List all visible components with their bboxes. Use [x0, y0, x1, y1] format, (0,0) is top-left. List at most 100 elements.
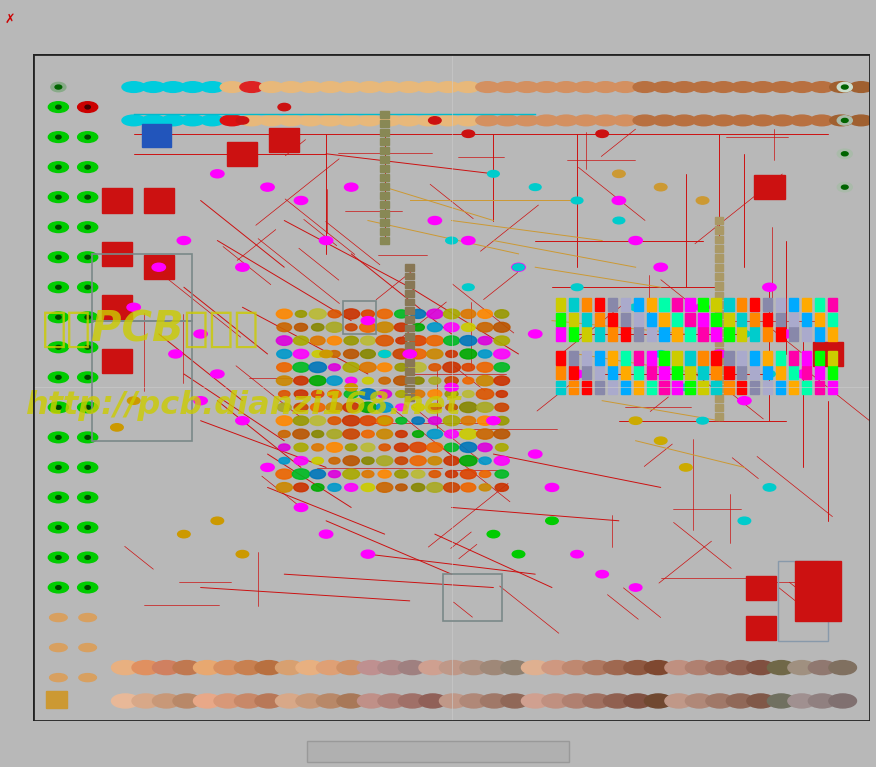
Ellipse shape [56, 135, 61, 139]
Bar [715, 311, 724, 318]
Ellipse shape [378, 363, 392, 371]
Bar [343, 301, 377, 334]
Ellipse shape [201, 115, 224, 126]
Ellipse shape [396, 404, 407, 410]
Ellipse shape [56, 466, 61, 469]
Ellipse shape [360, 350, 376, 358]
Ellipse shape [279, 444, 290, 451]
Ellipse shape [546, 517, 558, 525]
Bar [738, 313, 746, 326]
Bar [715, 301, 724, 308]
Ellipse shape [604, 694, 631, 708]
Ellipse shape [378, 470, 392, 478]
Ellipse shape [493, 322, 510, 332]
Ellipse shape [111, 660, 139, 675]
Ellipse shape [419, 660, 447, 675]
Ellipse shape [477, 416, 492, 426]
Bar [802, 313, 811, 326]
Bar [828, 380, 837, 394]
Bar [750, 351, 759, 364]
Ellipse shape [535, 82, 558, 92]
Bar [715, 282, 724, 290]
Bar [620, 313, 630, 326]
Ellipse shape [512, 551, 525, 558]
Ellipse shape [362, 457, 374, 464]
Bar [380, 219, 389, 225]
Bar [698, 313, 708, 326]
Ellipse shape [512, 264, 525, 271]
Ellipse shape [446, 404, 457, 411]
Bar [776, 298, 786, 311]
Bar [715, 357, 724, 364]
Ellipse shape [343, 363, 359, 372]
Ellipse shape [361, 443, 375, 452]
Ellipse shape [612, 196, 625, 205]
Bar [102, 295, 132, 319]
Ellipse shape [446, 470, 457, 478]
Ellipse shape [78, 462, 98, 472]
Bar [715, 385, 724, 393]
Bar [144, 255, 173, 279]
Bar [660, 380, 668, 394]
Ellipse shape [361, 550, 375, 558]
Ellipse shape [751, 82, 774, 92]
Bar [715, 329, 724, 336]
Ellipse shape [764, 370, 775, 377]
Ellipse shape [362, 430, 374, 438]
Ellipse shape [177, 236, 191, 245]
Bar [380, 120, 389, 127]
Ellipse shape [378, 660, 406, 675]
Ellipse shape [85, 105, 90, 109]
Bar [660, 328, 668, 341]
Ellipse shape [359, 402, 377, 413]
Bar [724, 328, 733, 341]
Ellipse shape [378, 82, 401, 92]
Ellipse shape [312, 484, 324, 491]
Ellipse shape [85, 436, 90, 439]
Ellipse shape [255, 660, 283, 675]
Ellipse shape [685, 660, 713, 675]
Ellipse shape [562, 694, 590, 708]
Bar [307, 741, 569, 762]
Bar [569, 328, 578, 341]
Ellipse shape [763, 283, 776, 291]
Ellipse shape [56, 345, 61, 349]
Bar [789, 313, 798, 326]
Ellipse shape [127, 303, 140, 311]
Ellipse shape [461, 469, 477, 479]
Bar [711, 313, 721, 326]
Ellipse shape [50, 644, 67, 652]
Ellipse shape [361, 317, 375, 324]
Ellipse shape [312, 444, 324, 451]
Ellipse shape [56, 255, 61, 259]
Ellipse shape [236, 416, 249, 425]
Ellipse shape [624, 694, 652, 708]
Ellipse shape [56, 436, 61, 439]
Bar [228, 142, 258, 166]
Ellipse shape [48, 192, 68, 202]
Bar [660, 313, 668, 326]
Ellipse shape [201, 82, 224, 92]
Ellipse shape [78, 102, 98, 113]
Bar [646, 366, 656, 380]
Ellipse shape [460, 336, 477, 346]
Bar [776, 351, 786, 364]
Ellipse shape [411, 309, 426, 318]
Ellipse shape [152, 263, 166, 272]
Bar [685, 351, 695, 364]
Bar [685, 366, 695, 380]
Ellipse shape [378, 694, 406, 708]
Ellipse shape [446, 351, 457, 357]
Ellipse shape [319, 115, 342, 126]
Ellipse shape [235, 694, 262, 708]
Ellipse shape [235, 660, 262, 675]
Bar [802, 351, 811, 364]
Ellipse shape [85, 345, 90, 349]
Ellipse shape [379, 444, 391, 451]
Bar [802, 380, 811, 394]
Ellipse shape [178, 531, 190, 538]
Ellipse shape [294, 456, 308, 465]
Bar [698, 351, 708, 364]
Bar [46, 691, 67, 708]
Ellipse shape [48, 552, 68, 563]
